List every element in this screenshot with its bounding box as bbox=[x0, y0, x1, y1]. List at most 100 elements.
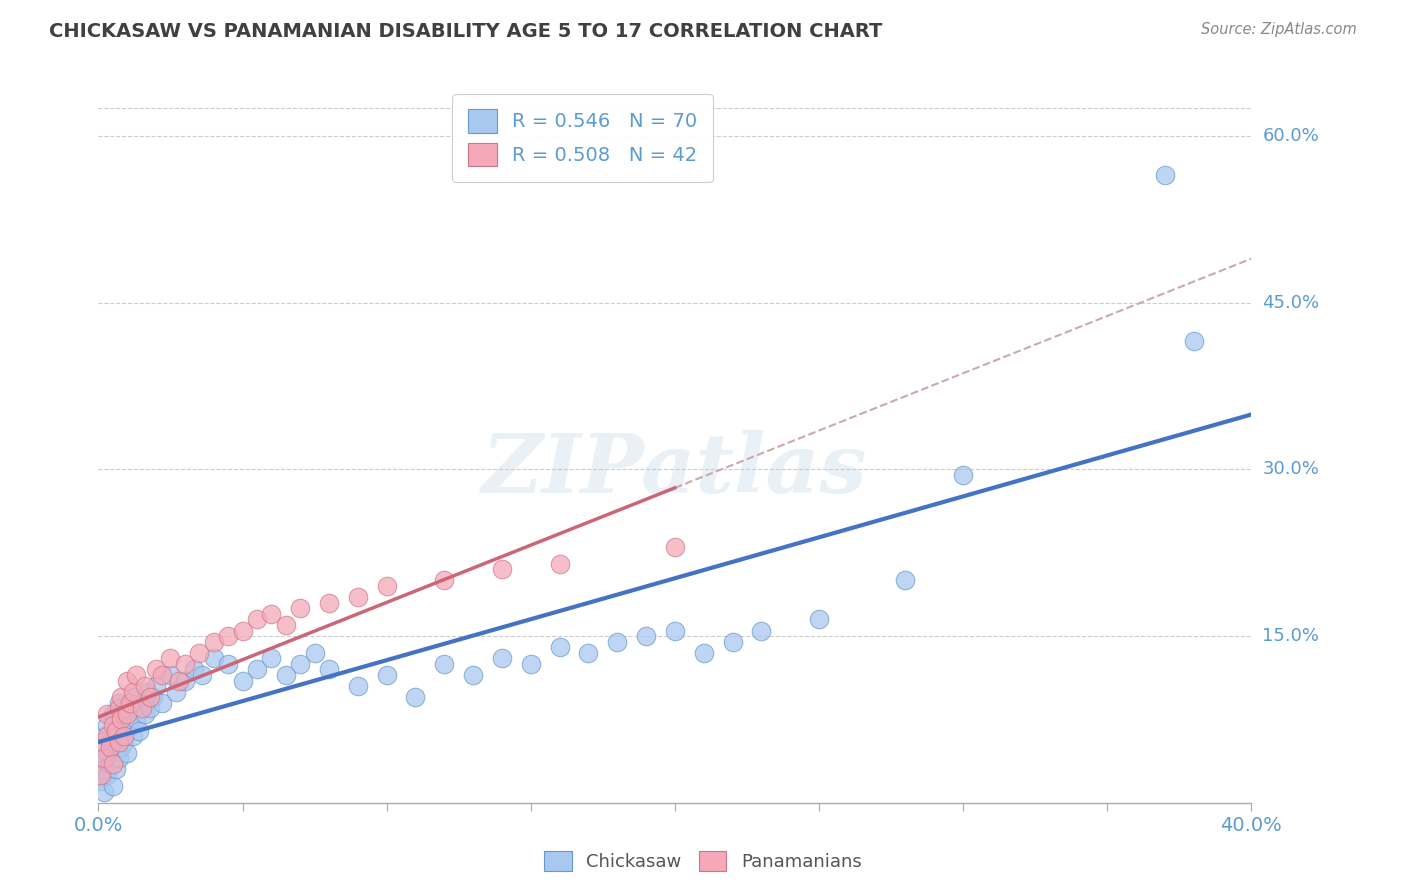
Point bbox=[112, 729, 135, 743]
Point bbox=[165, 684, 187, 698]
Point bbox=[217, 629, 239, 643]
Point bbox=[548, 640, 571, 655]
Point bbox=[107, 696, 129, 710]
Point bbox=[174, 657, 197, 671]
Point bbox=[375, 579, 398, 593]
Point bbox=[110, 690, 132, 705]
Point bbox=[159, 651, 181, 665]
Point bbox=[125, 668, 148, 682]
Point bbox=[721, 634, 744, 648]
Point bbox=[174, 673, 197, 688]
Point bbox=[202, 651, 225, 665]
Point bbox=[120, 718, 142, 732]
Point bbox=[98, 734, 121, 748]
Point bbox=[139, 701, 162, 715]
Point bbox=[346, 679, 368, 693]
Point bbox=[217, 657, 239, 671]
Point bbox=[110, 713, 132, 727]
Point bbox=[96, 746, 118, 760]
Point bbox=[117, 673, 139, 688]
Point bbox=[122, 684, 145, 698]
Point bbox=[101, 756, 124, 771]
Point bbox=[636, 629, 658, 643]
Point bbox=[93, 785, 115, 799]
Point bbox=[96, 718, 118, 732]
Point bbox=[101, 740, 124, 755]
Point bbox=[90, 768, 112, 782]
Point bbox=[90, 751, 112, 765]
Point bbox=[98, 756, 121, 771]
Point bbox=[191, 668, 214, 682]
Point bbox=[104, 723, 127, 738]
Point bbox=[117, 706, 139, 721]
Point bbox=[578, 646, 600, 660]
Point bbox=[274, 618, 297, 632]
Point bbox=[375, 668, 398, 682]
Point bbox=[693, 646, 716, 660]
Point bbox=[107, 751, 129, 765]
Point bbox=[104, 763, 127, 777]
Point bbox=[246, 612, 269, 626]
Point bbox=[894, 574, 917, 588]
Point bbox=[274, 668, 297, 682]
Point bbox=[520, 657, 543, 671]
Point bbox=[120, 696, 142, 710]
Point bbox=[260, 651, 283, 665]
Point bbox=[93, 751, 115, 765]
Point bbox=[606, 634, 628, 648]
Point bbox=[1154, 168, 1177, 182]
Point bbox=[183, 662, 205, 676]
Point bbox=[93, 763, 115, 777]
Text: CHICKASAW VS PANAMANIAN DISABILITY AGE 5 TO 17 CORRELATION CHART: CHICKASAW VS PANAMANIAN DISABILITY AGE 5… bbox=[49, 22, 883, 41]
Point bbox=[290, 601, 312, 615]
Point bbox=[117, 706, 139, 721]
Point bbox=[491, 651, 513, 665]
Point bbox=[751, 624, 773, 638]
Point bbox=[150, 668, 173, 682]
Point bbox=[110, 740, 132, 755]
Text: ZIPatlas: ZIPatlas bbox=[482, 431, 868, 510]
Point bbox=[107, 729, 129, 743]
Point bbox=[131, 701, 153, 715]
Point bbox=[96, 729, 118, 743]
Point bbox=[131, 696, 153, 710]
Point bbox=[90, 773, 112, 788]
Point bbox=[167, 673, 190, 688]
Point bbox=[150, 696, 173, 710]
Text: 60.0%: 60.0% bbox=[1263, 127, 1319, 145]
Point bbox=[101, 706, 124, 721]
Point bbox=[1182, 334, 1205, 349]
Point bbox=[93, 729, 115, 743]
Point bbox=[202, 634, 225, 648]
Point bbox=[318, 596, 340, 610]
Point bbox=[139, 690, 162, 705]
Text: 15.0%: 15.0% bbox=[1263, 627, 1319, 645]
Point bbox=[290, 657, 312, 671]
Point bbox=[136, 684, 159, 698]
Point bbox=[405, 690, 427, 705]
Point bbox=[96, 768, 118, 782]
Text: 30.0%: 30.0% bbox=[1263, 460, 1319, 478]
Point bbox=[808, 612, 831, 626]
Text: Source: ZipAtlas.com: Source: ZipAtlas.com bbox=[1201, 22, 1357, 37]
Point bbox=[110, 713, 132, 727]
Point bbox=[231, 624, 254, 638]
Point bbox=[98, 740, 121, 755]
Point bbox=[145, 679, 167, 693]
Point bbox=[122, 729, 145, 743]
Point bbox=[491, 562, 513, 576]
Point bbox=[664, 540, 686, 554]
Point bbox=[461, 668, 484, 682]
Point bbox=[101, 779, 124, 793]
Point bbox=[107, 701, 129, 715]
Point bbox=[304, 646, 326, 660]
Point bbox=[433, 574, 456, 588]
Point bbox=[952, 467, 974, 482]
Point bbox=[664, 624, 686, 638]
Point bbox=[246, 662, 269, 676]
Point bbox=[125, 713, 148, 727]
Point bbox=[96, 706, 118, 721]
Point bbox=[104, 723, 127, 738]
Point bbox=[318, 662, 340, 676]
Point bbox=[548, 557, 571, 571]
